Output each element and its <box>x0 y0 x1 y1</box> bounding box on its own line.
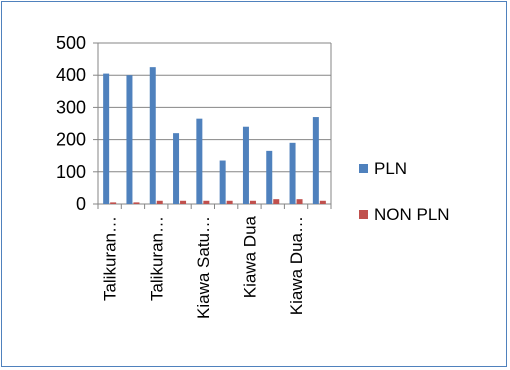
bar-pln <box>103 73 110 204</box>
bar-pln <box>126 75 133 204</box>
x-category-label: Kiawa Dua… <box>287 216 306 315</box>
y-tick-label: 500 <box>56 33 86 53</box>
bar-non-pln <box>296 199 303 204</box>
bar-non-pln <box>156 200 163 204</box>
bar-pln <box>266 150 273 204</box>
bar-pln <box>149 67 156 205</box>
legend-label-pln: PLN <box>374 159 407 178</box>
legend-label-non-pln: NON PLN <box>374 205 450 224</box>
bar-pln <box>173 133 180 204</box>
legend: PLN NON PLN <box>359 159 450 224</box>
y-axis: 0 100 200 300 400 500 <box>56 33 98 214</box>
bar-non-pln <box>203 200 210 204</box>
bar-non-pln <box>273 199 280 204</box>
y-tick-label: 0 <box>76 194 86 214</box>
bar-pln <box>242 126 249 204</box>
legend-swatch-pln <box>359 164 368 173</box>
x-category-label: Kiawa Dua <box>240 215 259 298</box>
bar-non-pln <box>319 200 326 204</box>
bar-pln <box>312 117 319 204</box>
bar-non-pln <box>249 200 256 204</box>
gridlines <box>98 42 331 205</box>
y-tick-label: 400 <box>56 65 86 85</box>
x-category-label: Talikuran… <box>101 216 120 301</box>
bar-non-pln <box>226 200 233 204</box>
plot-area <box>97 43 332 204</box>
bar-pln <box>219 160 226 204</box>
legend-swatch-non-pln <box>359 210 368 219</box>
x-category-label: Talikuran… <box>147 216 166 301</box>
bar-non-pln <box>180 200 187 204</box>
y-tick-label: 200 <box>56 130 86 150</box>
bars <box>103 67 326 205</box>
bar-pln <box>289 142 296 204</box>
y-tick-label: 100 <box>56 162 86 182</box>
x-category-label: Kiawa Satu… <box>194 216 213 319</box>
y-tick-label: 300 <box>56 97 86 117</box>
x-axis: Talikuran… Talikuran… Kiawa Satu… Kiawa Dua… <box>97 204 332 319</box>
bar-pln <box>196 118 203 204</box>
bar-non-pln <box>110 202 117 204</box>
bar-non-pln <box>133 202 140 204</box>
